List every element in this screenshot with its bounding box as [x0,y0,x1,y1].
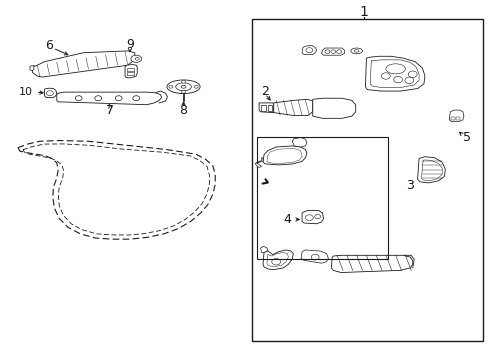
Polygon shape [302,211,323,224]
Bar [455,117,459,121]
Circle shape [194,85,198,88]
Polygon shape [312,98,355,118]
Circle shape [181,80,185,83]
Text: 7: 7 [106,104,114,117]
Ellipse shape [385,64,405,74]
Text: 1: 1 [359,5,367,19]
Text: 4: 4 [283,213,291,226]
Circle shape [168,85,172,88]
Polygon shape [30,65,34,71]
Polygon shape [448,110,463,122]
Ellipse shape [350,48,362,54]
Polygon shape [259,103,273,113]
Circle shape [95,96,102,101]
Circle shape [393,76,402,83]
Polygon shape [263,146,306,165]
Text: 2: 2 [261,85,268,98]
Polygon shape [32,51,135,77]
Polygon shape [417,157,445,183]
Bar [256,137,387,259]
Circle shape [181,90,185,93]
Circle shape [314,215,320,219]
Circle shape [330,50,335,53]
Polygon shape [330,255,412,273]
Bar [450,117,454,121]
Bar [127,72,134,75]
Circle shape [325,50,329,53]
Circle shape [381,73,389,79]
Ellipse shape [166,80,200,94]
Text: 8: 8 [179,104,187,117]
Polygon shape [263,250,293,270]
Bar [127,68,134,71]
Polygon shape [260,246,267,252]
Circle shape [46,91,53,96]
Text: 10: 10 [19,87,33,97]
Polygon shape [321,48,344,55]
Circle shape [305,215,313,221]
Polygon shape [255,158,263,167]
Circle shape [336,50,341,53]
Bar [260,105,266,111]
Ellipse shape [353,50,358,52]
Polygon shape [365,56,424,91]
Ellipse shape [135,57,139,60]
Polygon shape [292,138,306,147]
Polygon shape [44,88,57,98]
Circle shape [271,258,280,265]
Ellipse shape [181,85,185,88]
Text: 5: 5 [462,131,470,144]
Polygon shape [301,250,328,263]
Bar [251,19,483,341]
Circle shape [75,96,82,101]
Circle shape [133,96,140,101]
Polygon shape [57,92,161,105]
Ellipse shape [131,55,142,62]
Text: 9: 9 [126,38,134,51]
Polygon shape [125,64,137,78]
Polygon shape [302,45,316,54]
Polygon shape [273,99,312,116]
Circle shape [311,254,319,260]
Circle shape [407,71,416,77]
Text: 6: 6 [45,39,53,52]
Circle shape [404,77,413,84]
Circle shape [305,48,312,53]
Bar [267,105,272,111]
Text: 3: 3 [406,179,413,192]
Ellipse shape [175,83,191,91]
Circle shape [115,96,122,101]
